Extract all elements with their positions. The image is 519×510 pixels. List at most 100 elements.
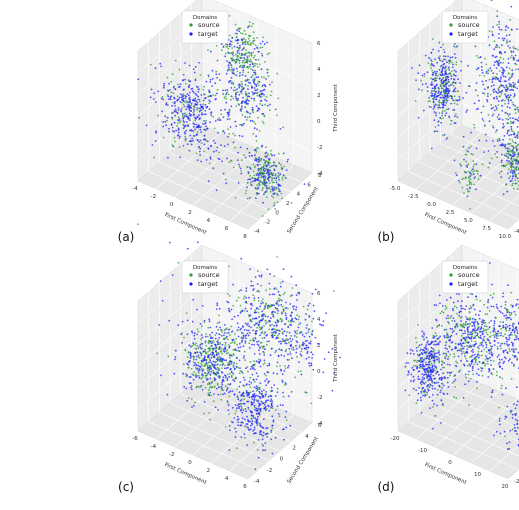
source-point bbox=[512, 130, 515, 133]
source-point bbox=[508, 154, 511, 157]
target-point bbox=[201, 360, 203, 363]
source-point bbox=[204, 93, 206, 96]
target-point bbox=[258, 156, 261, 159]
target-point bbox=[211, 331, 214, 334]
target-point bbox=[209, 341, 212, 343]
source-point bbox=[232, 304, 235, 307]
target-point bbox=[198, 145, 201, 148]
target-point bbox=[221, 343, 224, 346]
source-point bbox=[496, 44, 499, 47]
target-point bbox=[190, 388, 193, 391]
source-point bbox=[418, 350, 421, 352]
x-tick-label: -2 bbox=[169, 452, 174, 458]
target-point bbox=[215, 149, 218, 152]
source-point bbox=[455, 61, 458, 64]
target-point bbox=[503, 86, 506, 89]
source-point bbox=[207, 326, 210, 329]
target-point bbox=[453, 45, 455, 48]
source-point bbox=[213, 385, 216, 388]
target-point bbox=[437, 342, 440, 344]
source-point bbox=[242, 42, 245, 44]
target-point bbox=[295, 318, 298, 321]
target-point bbox=[437, 87, 440, 89]
target-point bbox=[249, 178, 252, 181]
target-point bbox=[418, 88, 420, 91]
source-point bbox=[272, 316, 275, 318]
source-point bbox=[448, 95, 451, 98]
source-point bbox=[257, 116, 259, 119]
source-point bbox=[224, 385, 227, 387]
target-point bbox=[446, 99, 449, 102]
source-point bbox=[213, 127, 216, 130]
source-point bbox=[230, 95, 233, 97]
target-point bbox=[182, 144, 185, 147]
legend-box bbox=[441, 10, 489, 44]
target-point bbox=[510, 128, 513, 130]
target-point bbox=[192, 68, 195, 70]
source-point bbox=[446, 136, 449, 139]
target-point bbox=[258, 349, 260, 351]
source-point bbox=[218, 151, 221, 154]
target-point bbox=[227, 409, 230, 411]
target-point bbox=[497, 32, 500, 35]
source-point bbox=[261, 443, 263, 445]
target-point bbox=[225, 72, 228, 75]
source-point bbox=[258, 308, 260, 310]
target-point bbox=[412, 380, 415, 383]
source-point bbox=[505, 329, 508, 332]
target-point bbox=[253, 297, 256, 299]
source-point bbox=[248, 342, 251, 345]
target-point bbox=[180, 109, 182, 111]
target-point bbox=[201, 374, 204, 376]
target-point bbox=[181, 94, 184, 97]
target-point bbox=[317, 342, 319, 345]
source-point bbox=[219, 386, 222, 388]
target-point bbox=[280, 369, 283, 372]
source-point bbox=[220, 398, 223, 401]
source-point bbox=[442, 311, 445, 314]
target-point bbox=[251, 106, 254, 109]
target-point bbox=[441, 363, 443, 366]
target-point bbox=[171, 274, 174, 276]
target-point bbox=[258, 390, 261, 393]
target-point bbox=[160, 65, 163, 68]
target-point bbox=[186, 143, 189, 146]
target-point bbox=[428, 396, 431, 398]
target-point bbox=[244, 322, 247, 325]
target-point bbox=[260, 68, 263, 71]
target-point bbox=[444, 72, 447, 75]
source-point bbox=[244, 61, 247, 63]
target-point bbox=[253, 399, 256, 401]
target-point bbox=[433, 70, 436, 73]
target-point bbox=[276, 391, 279, 394]
target-point bbox=[433, 94, 435, 97]
target-point bbox=[492, 89, 495, 92]
target-point bbox=[295, 347, 298, 350]
target-point bbox=[196, 368, 198, 371]
source-point bbox=[508, 163, 511, 166]
target-point bbox=[228, 375, 231, 378]
target-point bbox=[327, 351, 330, 354]
source-point bbox=[237, 367, 240, 369]
source-point bbox=[268, 182, 271, 185]
target-point bbox=[252, 317, 254, 320]
source-point bbox=[212, 369, 214, 372]
target-point bbox=[428, 96, 431, 99]
target-point bbox=[253, 71, 256, 74]
source-point bbox=[259, 46, 262, 49]
target-point bbox=[269, 272, 271, 275]
target-point bbox=[439, 335, 442, 338]
target-point bbox=[195, 358, 198, 361]
target-point bbox=[211, 77, 214, 80]
target-point bbox=[192, 298, 195, 301]
target-point bbox=[305, 357, 308, 360]
target-point bbox=[162, 125, 165, 128]
target-point bbox=[199, 139, 202, 142]
target-point bbox=[167, 95, 170, 98]
target-point bbox=[265, 156, 267, 159]
target-point bbox=[151, 144, 154, 146]
target-point bbox=[437, 56, 440, 59]
target-point bbox=[265, 378, 268, 381]
source-point bbox=[268, 186, 271, 189]
source-point bbox=[435, 91, 437, 94]
